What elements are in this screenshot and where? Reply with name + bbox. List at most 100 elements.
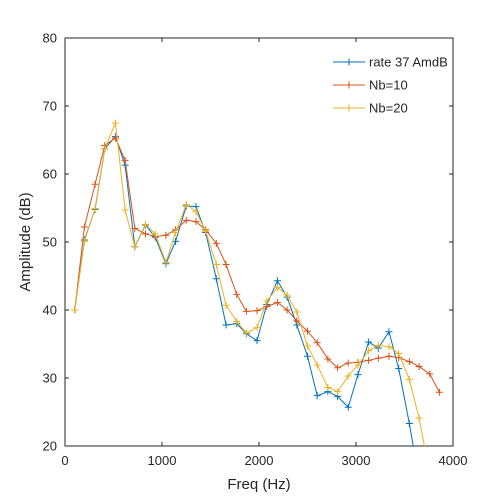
series-3-point [242, 329, 250, 337]
legend-label-2: Nb=10 [369, 78, 408, 93]
y-tick-label: 80 [43, 31, 57, 46]
legend-box [328, 46, 448, 122]
legend-label-3: Nb=20 [369, 101, 408, 116]
series-line-3 [74, 122, 425, 446]
legend-label-1: rate 37 AmdB [369, 55, 448, 70]
series-2-point [91, 180, 99, 188]
series-3-point [101, 145, 109, 153]
series-3-point [71, 306, 79, 314]
x-tick-label: 2000 [245, 453, 274, 468]
series-1-point [385, 328, 393, 336]
series-2-point [111, 134, 119, 142]
legend: rate 37 AmdB Nb=10 Nb=20 [328, 46, 448, 122]
series-2-point [162, 231, 170, 239]
series-3-point [395, 350, 403, 358]
y-tick-label: 30 [43, 371, 57, 386]
series-2-point [415, 362, 423, 370]
series-2-point [273, 299, 281, 307]
series-3-point [405, 375, 413, 383]
x-axis-label: Freq (Hz) [227, 476, 290, 493]
series-3-point [385, 343, 393, 351]
y-tick-label: 40 [43, 303, 57, 318]
series-3-point [354, 361, 362, 369]
tick-layer: 0 1000 2000 3000 4000 20 30 40 50 60 70 80 [43, 31, 468, 469]
series-2-point [121, 156, 129, 164]
series-2-point [426, 370, 434, 378]
series-2-point [313, 339, 321, 347]
series-3-point [131, 243, 139, 251]
legend-marker-3 [345, 104, 353, 112]
series-3-point [324, 384, 332, 392]
series-2-point [142, 230, 150, 238]
series-layer [71, 119, 443, 446]
series-3-point [111, 119, 119, 127]
series-1-point [395, 364, 403, 372]
series-2-point [405, 358, 413, 366]
series-3-point [182, 201, 190, 209]
series-2-point [334, 364, 342, 372]
y-tick-label: 50 [43, 235, 57, 250]
x-tick-label: 3000 [342, 453, 371, 468]
series-1-point [365, 338, 373, 346]
series-2-point [304, 327, 311, 335]
series-3-point [304, 342, 311, 350]
series-3-point [263, 297, 271, 305]
series-1-point [222, 321, 230, 329]
series-3-point [334, 388, 342, 396]
series-1-point [304, 352, 311, 360]
series-2-point [233, 290, 241, 298]
series-3-point [313, 361, 321, 369]
series-3-point [151, 230, 159, 238]
series-2-point [374, 354, 382, 362]
series-3-point [293, 308, 301, 316]
series-3-point [162, 258, 170, 266]
series-3-point [283, 291, 291, 299]
series-3-point [253, 324, 261, 332]
series-3-point [212, 260, 220, 268]
series-2-point [365, 356, 373, 364]
series-2-point [324, 355, 332, 363]
series-1-point [405, 420, 413, 428]
series-2-point [192, 218, 200, 226]
series-1-point [273, 277, 281, 285]
series-2-point [253, 307, 261, 315]
series-2-point [435, 388, 443, 396]
series-3-point [121, 206, 129, 214]
x-tick-label: 1000 [148, 453, 177, 468]
series-2-point [131, 224, 139, 232]
series-3-point [91, 205, 99, 213]
series-2-point [80, 223, 88, 231]
series-3-point [374, 341, 382, 349]
series-2-point [212, 239, 220, 247]
series-3-point [233, 318, 241, 326]
series-2-point [344, 359, 352, 367]
series-2-point [283, 306, 291, 314]
series-1-point [172, 237, 180, 245]
series-3-point [365, 347, 373, 355]
series-3-point [192, 207, 200, 215]
series-1-point [354, 371, 362, 379]
series-3-point [172, 228, 180, 236]
series-2-point [242, 307, 250, 315]
x-tick-label: 4000 [439, 453, 468, 468]
y-tick-label: 20 [43, 439, 57, 454]
series-1-point [344, 403, 352, 411]
series-3-point [273, 284, 281, 292]
series-2-point [222, 260, 230, 268]
y-axis-label: Amplitude (dB) [17, 192, 34, 291]
series-1-point [212, 275, 220, 283]
series-3-point [142, 220, 150, 228]
series-1-point [313, 392, 321, 400]
series-2-point [182, 216, 190, 224]
series-3-point [80, 237, 88, 245]
y-tick-label: 60 [43, 167, 57, 182]
series-2-point [385, 352, 393, 360]
x-tick-label: 0 [61, 453, 68, 468]
series-3-point [344, 372, 352, 380]
legend-marker-1 [345, 58, 353, 66]
series-3-point [222, 301, 230, 309]
y-tick-label: 70 [43, 99, 57, 114]
series-1-point [253, 337, 261, 345]
legend-marker-2 [345, 81, 353, 89]
